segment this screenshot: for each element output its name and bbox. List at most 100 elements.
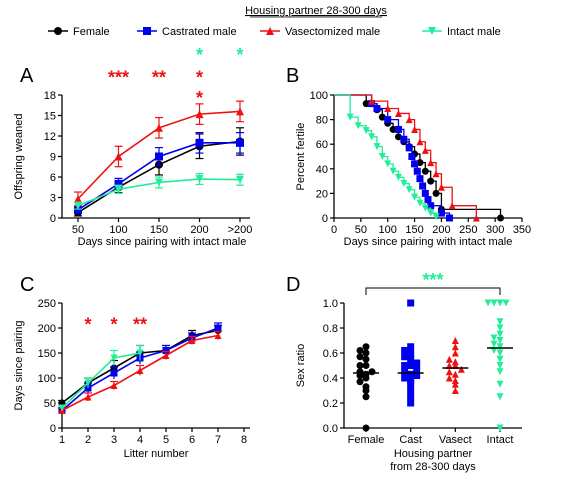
panel-d-ylabel: Sex ratio [295,344,307,387]
data-point [413,167,421,175]
data-point [114,185,123,194]
significance-label: * [84,315,91,335]
x-tick-label: 150 [150,224,168,236]
series-intact-male [58,344,144,412]
data-point [114,152,123,161]
panel-a-letter: A [20,65,34,87]
data-point [401,353,409,361]
significance-label: * [196,45,203,65]
data-point [408,153,416,160]
significance-label: *** [422,270,443,290]
data-point [401,368,409,376]
data-point [74,194,82,203]
y-tick-label: 0.2 [323,398,338,410]
panel-d-xlabel: from 28-300 days [390,461,476,473]
data-point [437,209,445,217]
series-castrated-male [74,131,244,214]
y-tick-label: 0 [50,423,56,435]
significance-label: ** [152,68,166,88]
data-point [362,127,370,135]
data-point [195,138,204,147]
y-tick-label: 18 [44,90,56,102]
x-tick-label: >200 [228,224,253,236]
series-intact-male [74,172,244,210]
data-point [384,105,392,113]
legend-label-vasectomized-male: Vasectomized male [285,26,380,38]
x-tick-label: 5 [163,434,169,446]
data-point [394,109,402,117]
panel-d: D 0.0 0.2 0.4 0.6 0.8 1.0 Female Cast Vasect Intac… [286,270,522,473]
data-point [407,349,415,357]
data-point [110,369,118,377]
data-point [451,377,459,384]
data-point [416,175,424,183]
panel-b-ylabel: Percent fertile [295,123,307,191]
data-point [368,97,376,105]
legend-marker-female [54,27,62,35]
data-point [74,201,82,210]
data-point [136,367,144,374]
data-point [411,193,419,201]
legend-marker-intact-male [428,27,436,35]
series-vasectomized-male [74,100,244,207]
group-vasect [442,337,469,394]
significance-label: *** [108,68,129,88]
x-tick-label: 8 [241,434,247,446]
data-point [356,368,364,376]
data-point [437,183,445,191]
x-tick-label: 100 [379,224,397,236]
data-point [155,178,163,187]
data-point [427,202,435,210]
data-point [421,167,429,175]
data-point [362,349,370,357]
data-point [162,352,170,359]
data-point [362,424,370,432]
data-point [496,349,504,357]
data-point [413,372,421,379]
data-point [407,393,415,401]
data-point [384,116,392,124]
legend: Female Castrated male Vasectomized male Int… [48,26,501,38]
data-point [445,368,453,376]
group-intact [484,299,513,432]
data-point [356,353,364,361]
data-point [214,324,222,332]
y-tick-label: 9 [50,152,56,164]
data-point [378,153,386,160]
data-point [451,362,459,369]
y-tick-label: 60 [316,139,328,151]
panel-c-ylabel: Days since pairing [13,321,25,411]
x-tick-label: 7 [215,434,221,446]
data-point [110,382,118,389]
data-point [432,189,440,197]
data-point [490,334,498,342]
data-point [155,152,163,161]
data-point [346,113,354,121]
y-tick-label: 200 [38,323,56,335]
data-point [451,343,459,351]
data-point [451,337,459,344]
data-point [362,383,370,391]
x-tick-label: 1 [59,434,65,446]
data-point [496,355,504,363]
data-point [421,204,429,212]
data-point [407,380,415,388]
series-intact-male [334,94,440,221]
x-tick-label: 3 [111,434,117,446]
x-tick-label: 2 [85,434,91,446]
legend-label-castrated-male: Castrated male [162,26,237,38]
data-point [356,347,364,354]
data-point [373,143,381,151]
data-point [195,110,204,119]
y-tick-label: 40 [316,164,328,176]
data-point [405,186,413,194]
panel-c: C 0 50 100 150 200 250 1 2 3 4 5 6 7 8 Days since pairi… [13,274,250,460]
data-point [378,113,386,121]
survival-line [334,94,502,218]
series-female [74,127,244,217]
data-point [394,125,402,133]
survival-line [334,94,477,218]
x-tick-label: Vasect [439,434,472,446]
y-tick-label: 20 [316,188,328,200]
